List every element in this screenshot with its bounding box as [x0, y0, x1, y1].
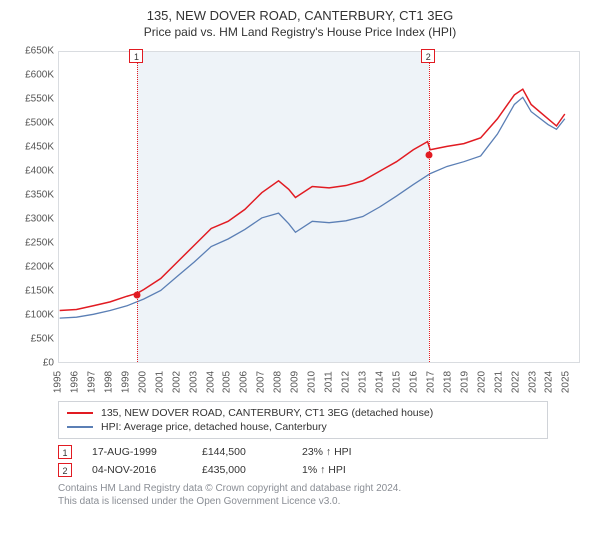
legend-item: 135, NEW DOVER ROAD, CANTERBURY, CT1 3EG… — [67, 406, 539, 420]
x-axis-tick-label: 2012 — [341, 367, 352, 397]
x-axis-tick-label: 2000 — [137, 367, 148, 397]
x-axis-tick-label: 2016 — [408, 367, 419, 397]
chart-title: 135, NEW DOVER ROAD, CANTERBURY, CT1 3EG — [10, 8, 590, 23]
y-axis-tick-label: £300K — [10, 214, 54, 225]
x-axis-tick-label: 2005 — [222, 367, 233, 397]
x-axis-tick-label: 2009 — [290, 367, 301, 397]
y-axis-tick-label: £250K — [10, 238, 54, 249]
x-axis-tick-label: 2011 — [324, 367, 335, 397]
footer-line-1: Contains HM Land Registry data © Crown c… — [58, 483, 590, 496]
purchase-date: 04-NOV-2016 — [92, 464, 182, 476]
marker-badge-1: 1 — [129, 49, 143, 63]
x-axis-tick-label: 2010 — [307, 367, 318, 397]
marker-badge-2: 2 — [421, 49, 435, 63]
purchase-row: 2 04-NOV-2016 £435,000 1% ↑ HPI — [58, 461, 590, 479]
y-axis-tick-label: £100K — [10, 310, 54, 321]
legend-swatch — [67, 426, 93, 428]
x-axis-tick-label: 1999 — [120, 367, 131, 397]
x-axis-tick-label: 2018 — [442, 367, 453, 397]
x-axis-tick-label: 2025 — [561, 367, 572, 397]
marker-dot-1 — [134, 291, 141, 298]
y-axis-tick-label: £550K — [10, 94, 54, 105]
marker-line-2 — [429, 52, 430, 362]
x-axis-tick-label: 2002 — [171, 367, 182, 397]
x-axis-tick-label: 2024 — [544, 367, 555, 397]
footer-line-2: This data is licensed under the Open Gov… — [58, 496, 590, 509]
x-axis-tick-label: 2017 — [425, 367, 436, 397]
x-axis-tick-label: 2014 — [375, 367, 386, 397]
marker-dot-2 — [426, 152, 433, 159]
x-axis-tick-label: 2001 — [154, 367, 165, 397]
x-axis-tick-label: 2019 — [459, 367, 470, 397]
purchase-delta: 1% ↑ HPI — [302, 464, 346, 476]
x-axis-tick-label: 2006 — [239, 367, 250, 397]
purchase-price: £144,500 — [202, 446, 282, 458]
purchase-date: 17-AUG-1999 — [92, 446, 182, 458]
y-axis-tick-label: £500K — [10, 118, 54, 129]
series-hpi — [60, 97, 565, 318]
x-axis-tick-label: 1997 — [86, 367, 97, 397]
chart-subtitle: Price paid vs. HM Land Registry's House … — [10, 25, 590, 39]
x-axis-tick-label: 1995 — [53, 367, 64, 397]
y-axis-tick-label: £50K — [10, 334, 54, 345]
x-axis-tick-label: 2015 — [391, 367, 402, 397]
x-axis-tick-label: 1998 — [103, 367, 114, 397]
legend-swatch — [67, 412, 93, 414]
y-axis-tick-label: £450K — [10, 142, 54, 153]
legend: 135, NEW DOVER ROAD, CANTERBURY, CT1 3EG… — [58, 401, 548, 439]
x-axis-tick-label: 2022 — [510, 367, 521, 397]
purchase-badge: 1 — [58, 445, 72, 459]
chart-container: £0 £50K £100K £150K £200K £250K £300K £350K £400… — [10, 45, 588, 395]
x-axis-tick-label: 2008 — [273, 367, 284, 397]
y-axis-tick-label: £200K — [10, 262, 54, 273]
x-axis-tick-label: 2003 — [188, 367, 199, 397]
x-axis-tick-label: 2004 — [205, 367, 216, 397]
x-axis-tick-label: 1996 — [69, 367, 80, 397]
y-axis-tick-label: £600K — [10, 70, 54, 81]
purchase-row: 1 17-AUG-1999 £144,500 23% ↑ HPI — [58, 443, 590, 461]
chart-card: 135, NEW DOVER ROAD, CANTERBURY, CT1 3EG… — [0, 0, 600, 514]
x-axis-tick-label: 2020 — [476, 367, 487, 397]
legend-item: HPI: Average price, detached house, Cant… — [67, 420, 539, 434]
legend-label: 135, NEW DOVER ROAD, CANTERBURY, CT1 3EG… — [101, 407, 433, 419]
y-axis-tick-label: £150K — [10, 286, 54, 297]
purchase-badge: 2 — [58, 463, 72, 477]
y-axis-tick-label: £400K — [10, 166, 54, 177]
footer: Contains HM Land Registry data © Crown c… — [58, 483, 590, 508]
purchase-list: 1 17-AUG-1999 £144,500 23% ↑ HPI 2 04-NOV-201… — [58, 443, 590, 479]
y-axis-tick-label: £0 — [10, 358, 54, 369]
marker-line-1 — [137, 52, 138, 362]
purchase-price: £435,000 — [202, 464, 282, 476]
x-axis-tick-label: 2023 — [527, 367, 538, 397]
y-axis-tick-label: £350K — [10, 190, 54, 201]
purchase-delta: 23% ↑ HPI — [302, 446, 352, 458]
y-axis-tick-label: £650K — [10, 46, 54, 57]
plot-area — [58, 51, 580, 363]
x-axis-tick-label: 2013 — [358, 367, 369, 397]
legend-label: HPI: Average price, detached house, Cant… — [101, 421, 327, 433]
x-axis-tick-label: 2021 — [493, 367, 504, 397]
x-axis-tick-label: 2007 — [256, 367, 267, 397]
series-property — [60, 89, 565, 310]
